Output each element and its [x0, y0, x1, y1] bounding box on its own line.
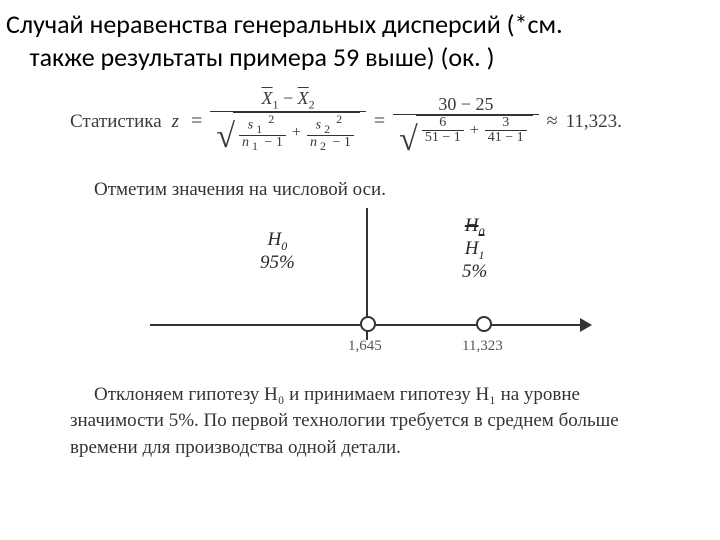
note-text: Отметим значения на числовой оси.: [70, 177, 670, 203]
arrow-right-icon: [580, 318, 592, 332]
frac-left: X1 − X2 √ s12 n1 − 1 + s22: [210, 89, 366, 155]
zone-right-h1: H1: [462, 239, 487, 262]
content-area: Статистика z = X1 − X2 √ s12 n1 − 1 +: [0, 75, 720, 461]
zone-right: H0 H1 5%: [462, 216, 487, 283]
tick-critical: [360, 316, 376, 332]
label-critical: 1,645: [348, 338, 382, 355]
tick-statistic: [476, 316, 492, 332]
zone-right-h0-struck: H0: [462, 216, 487, 239]
conclusion-text: Отклоняем гипотезу H₀ и принимаем гипоте…: [70, 382, 670, 461]
frac-right: 30 − 25 √ 6 51 − 1 + 3: [393, 95, 539, 149]
zone-left-h: H0: [260, 230, 295, 253]
page-title: Случай неравенства генеральных дисперсий…: [0, 0, 720, 75]
stat-label: Статистика: [70, 111, 162, 133]
statistic-formula: Статистика z = X1 − X2 √ s12 n1 − 1 +: [70, 89, 670, 155]
title-line2: также результаты примера 59 выше) (ок. ): [30, 41, 495, 73]
title-line1: Случай неравенства генеральных дисперсий…: [6, 8, 563, 40]
label-statistic: 11,323: [462, 338, 503, 355]
result: 11,323.: [566, 111, 622, 133]
zone-right-p: 5%: [462, 262, 487, 283]
equals-2: =: [374, 110, 385, 133]
zone-left: H0 95%: [260, 230, 295, 274]
zone-left-p: 95%: [260, 253, 295, 274]
number-line-diagram: H0 95% H0 H1 5% 1,645 11,323: [150, 212, 590, 372]
approx: ≈: [547, 110, 558, 133]
equals-1: =: [191, 110, 202, 133]
stat-var: z: [172, 111, 179, 133]
